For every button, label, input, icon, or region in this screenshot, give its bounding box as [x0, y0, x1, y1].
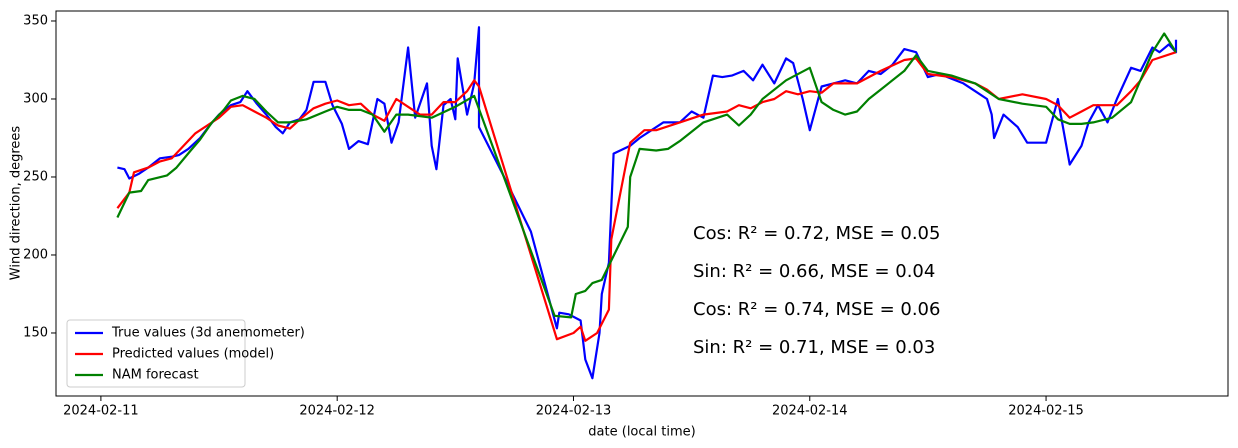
x-tick-label: 2024-02-11: [63, 404, 139, 419]
plot-frame: [55, 10, 1229, 397]
legend-label: NAM forecast: [112, 368, 199, 383]
x-axis-label: date (local time): [588, 425, 695, 440]
annotation: Sin: R² = 0.66, MSE = 0.04: [693, 261, 935, 282]
x-tick-label: 2024-02-12: [299, 404, 375, 419]
legend-box: [66, 319, 246, 388]
annotation: Cos: R² = 0.74, MSE = 0.06: [693, 299, 940, 320]
y-tick-label: 200: [23, 247, 48, 262]
annotation: Sin: R² = 0.71, MSE = 0.03: [693, 337, 935, 358]
y-tick-label: 150: [23, 325, 48, 340]
y-tick-label: 250: [23, 169, 48, 184]
x-tick-label: 2024-02-15: [1008, 404, 1084, 419]
data-line: [116, 51, 1177, 342]
y-tick-label: 300: [23, 91, 48, 106]
annotation: Cos: R² = 0.72, MSE = 0.05: [693, 223, 940, 244]
legend-label: True values (3d anemometer): [111, 326, 305, 341]
x-tick-label: 2024-02-13: [536, 404, 612, 419]
legend-label: Predicted values (model): [112, 347, 274, 362]
y-axis-label: Wind direction, degrees: [9, 126, 24, 281]
data-line: [116, 32, 1177, 319]
x-tick-label: 2024-02-14: [772, 404, 848, 419]
y-tick-label: 350: [23, 13, 48, 28]
